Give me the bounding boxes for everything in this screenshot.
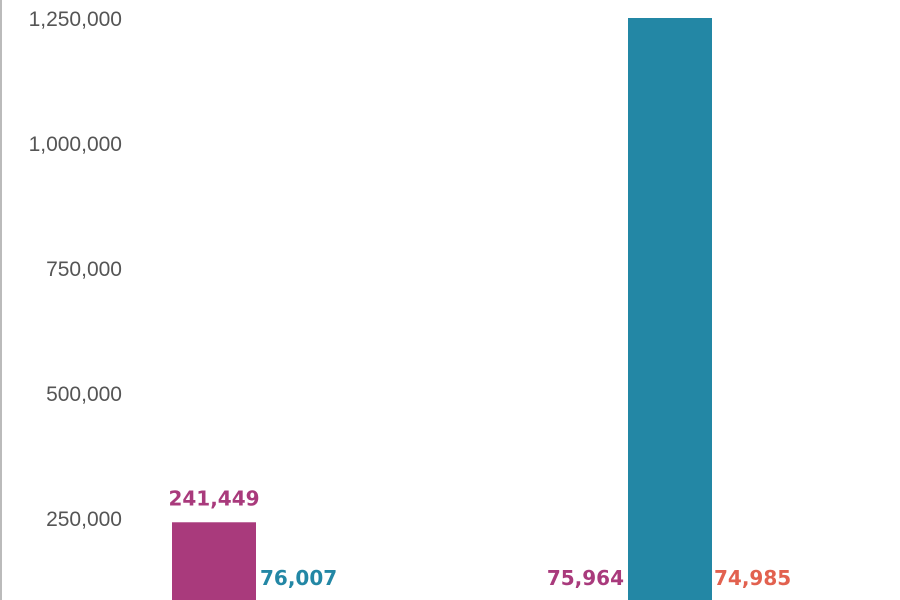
bar-value-label: 74,985 — [714, 566, 791, 590]
bars — [172, 18, 712, 600]
y-tick-label: 500,000 — [46, 383, 122, 406]
y-tick-label: 250,000 — [46, 508, 122, 531]
y-axis-ticks: 250,000 500,000 750,000 1,000,000 1,250,000 — [29, 8, 122, 531]
bar — [628, 18, 712, 600]
y-tick-label: 750,000 — [46, 258, 122, 281]
bar-value-label: 241,449 — [168, 486, 259, 510]
y-tick-label: 1,000,000 — [29, 133, 122, 156]
bar-value-label: 75,964 — [547, 566, 624, 590]
bar — [172, 522, 256, 600]
data-labels: 241,449 76,007 75,964 74,985 — [168, 486, 791, 590]
y-tick-label: 1,250,000 — [29, 8, 122, 31]
bar-value-label: 76,007 — [260, 566, 337, 590]
